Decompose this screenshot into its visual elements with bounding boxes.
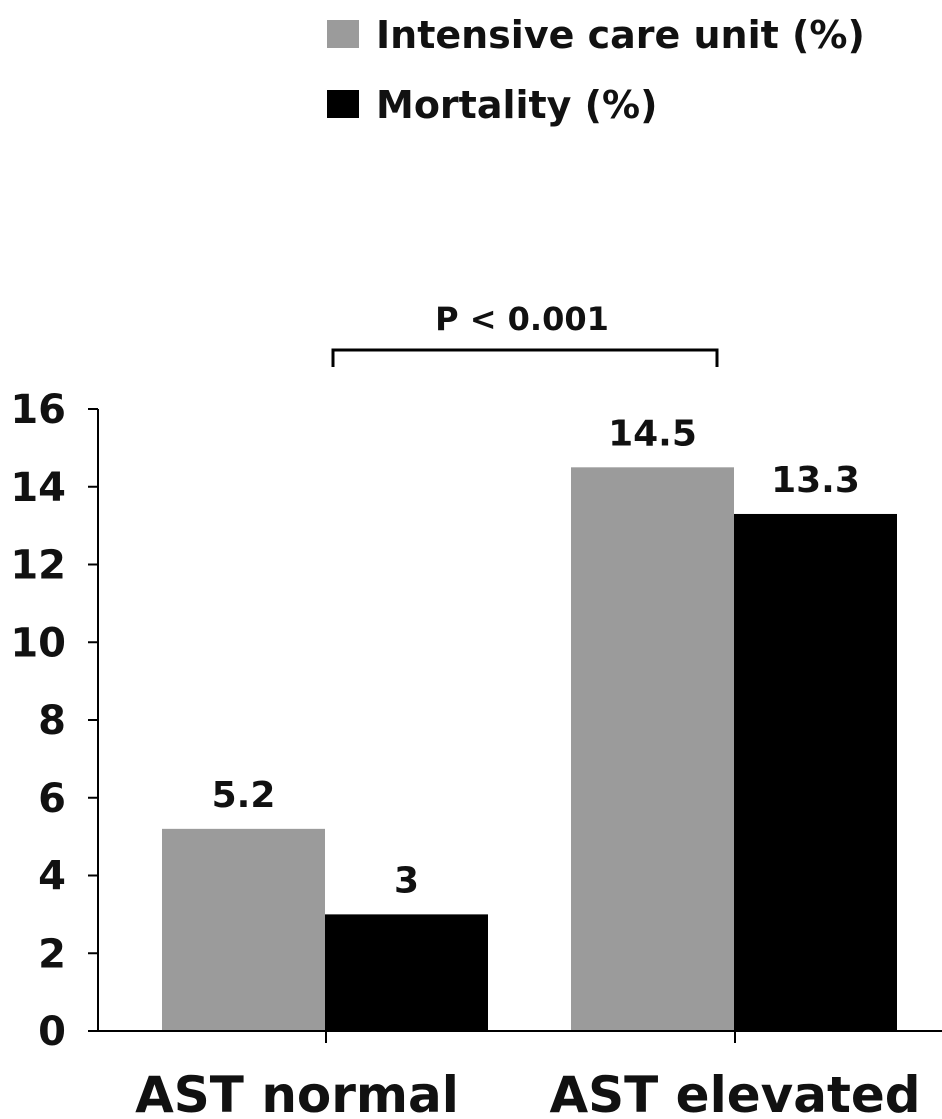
- value-labels: 5.2 3 14.5 13.3: [212, 413, 860, 901]
- bar-0-1: [325, 914, 488, 1031]
- legend: Intensive care unit (%) Mortality (%): [327, 13, 865, 127]
- y-tick-label: 6: [38, 776, 66, 822]
- value-label-1-0: 14.5: [608, 413, 697, 454]
- y-tick-label: 14: [10, 465, 66, 511]
- y-tick-label: 10: [10, 620, 66, 666]
- y-axis: 0 2 4 6 8 10 12 14 16: [10, 387, 99, 1055]
- x-category-label-0: AST normal: [135, 1066, 459, 1119]
- bar-1-1: [734, 513, 897, 1031]
- y-tick-label: 0: [38, 1009, 66, 1055]
- p-value-label: P < 0.001: [435, 300, 609, 338]
- value-label-1-1: 13.3: [771, 460, 860, 501]
- y-tick-label: 4: [38, 854, 66, 900]
- legend-label-1: Mortality (%): [376, 83, 658, 127]
- legend-label-0: Intensive care unit (%): [376, 13, 865, 57]
- bar-1-0: [571, 467, 734, 1031]
- y-tick-label: 2: [38, 931, 66, 977]
- value-label-0-0: 5.2: [212, 775, 276, 816]
- x-category-label-1: AST elevated: [549, 1066, 920, 1119]
- y-tick-label: 8: [38, 698, 66, 744]
- bars: [162, 467, 897, 1031]
- value-label-0-1: 3: [394, 860, 419, 901]
- significance-annotation: P < 0.001: [331, 300, 719, 367]
- x-axis: AST normal AST elevated: [98, 1030, 942, 1119]
- legend-swatch-1: [327, 90, 359, 118]
- y-tick-label: 12: [10, 543, 66, 589]
- y-tick-label: 16: [10, 387, 66, 433]
- legend-swatch-0: [327, 20, 359, 48]
- bar-0-0: [162, 828, 325, 1031]
- significance-bracket: [331, 348, 719, 367]
